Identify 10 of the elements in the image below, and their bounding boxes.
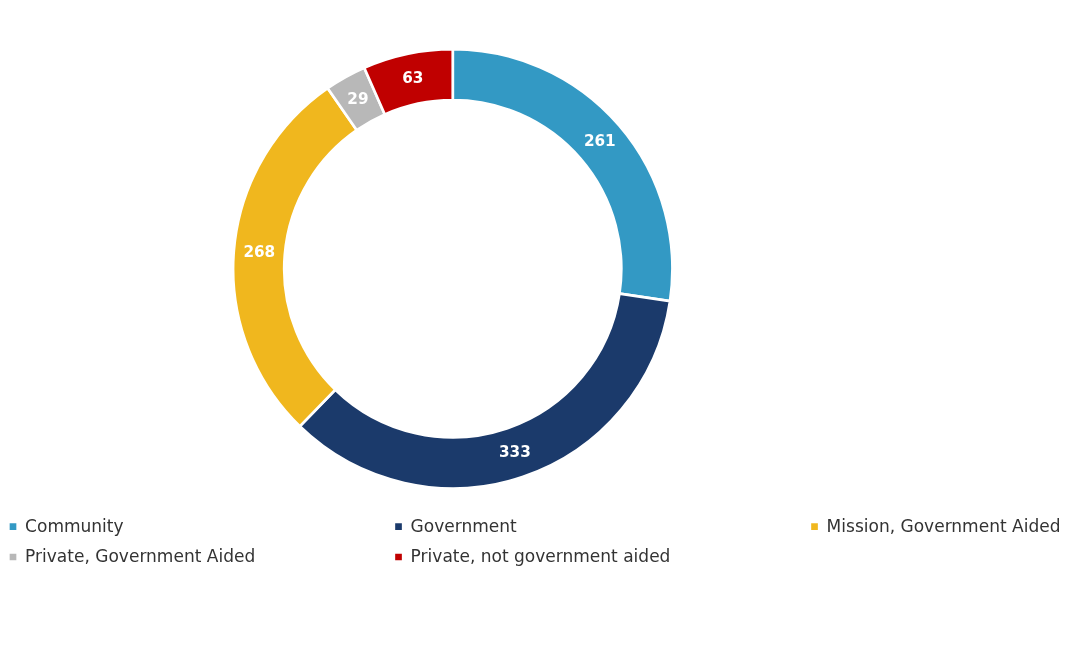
legend-label: Private, Government Aided [25, 546, 256, 567]
legend-label: Mission, Government Aided [826, 516, 1061, 537]
data-label: 268 [243, 243, 276, 262]
legend-label: Community [25, 516, 124, 537]
data-label: 29 [347, 89, 369, 108]
data-label: 63 [402, 69, 424, 88]
legend-label: Private, not government aided [410, 546, 671, 567]
data-label: 261 [583, 132, 616, 151]
legend-label: Government [410, 516, 518, 537]
data-label: 333 [499, 443, 531, 462]
